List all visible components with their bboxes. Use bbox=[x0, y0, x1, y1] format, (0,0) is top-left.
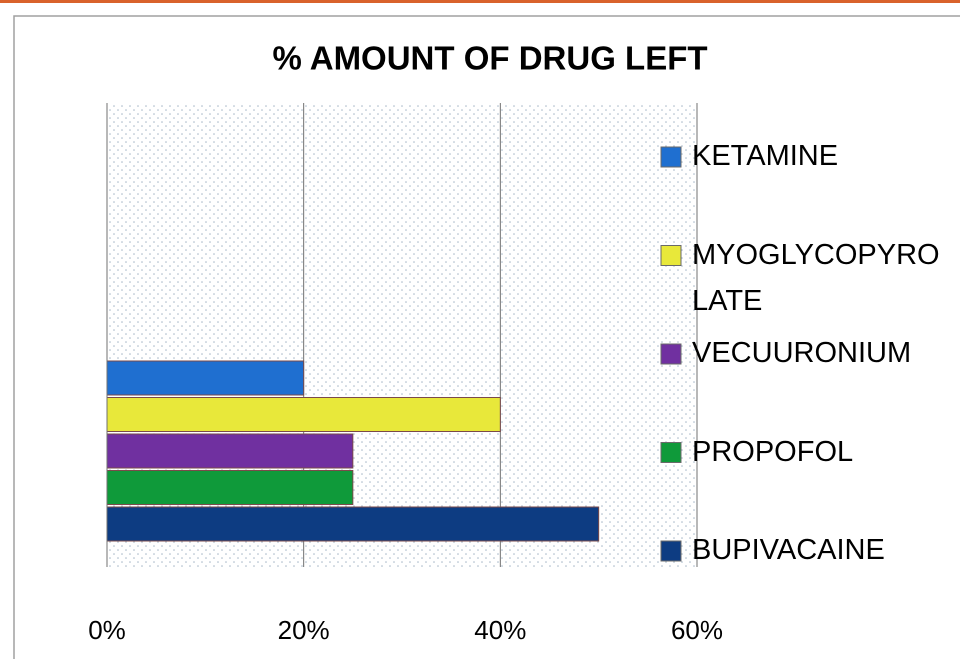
x-tick-label: 60% bbox=[671, 615, 723, 645]
legend-label: VECUURONIUM bbox=[692, 337, 912, 369]
legend-swatch bbox=[660, 146, 682, 168]
bar bbox=[106, 397, 501, 432]
legend-label: PROPOFOL bbox=[692, 435, 854, 468]
legend-swatch bbox=[660, 245, 682, 266]
x-tick-label: 20% bbox=[278, 615, 330, 645]
legend-label: KETAMINE bbox=[692, 140, 839, 172]
x-tick-label: 40% bbox=[474, 615, 526, 645]
legend-swatch bbox=[660, 343, 682, 365]
bar bbox=[106, 506, 600, 542]
chart-frame bbox=[13, 15, 960, 659]
legend-swatch bbox=[660, 540, 682, 562]
legend-label: MYOGLYCOPYROLATE bbox=[692, 238, 940, 317]
legend-label: BUPIVACAINE bbox=[692, 534, 885, 566]
bar bbox=[106, 433, 354, 469]
x-tick-label: 0% bbox=[88, 615, 126, 645]
legend-swatch bbox=[660, 442, 682, 463]
chart-title: % AMOUNT OF DRUG LEFT bbox=[272, 40, 707, 77]
bar bbox=[106, 470, 354, 505]
bar bbox=[106, 360, 305, 396]
